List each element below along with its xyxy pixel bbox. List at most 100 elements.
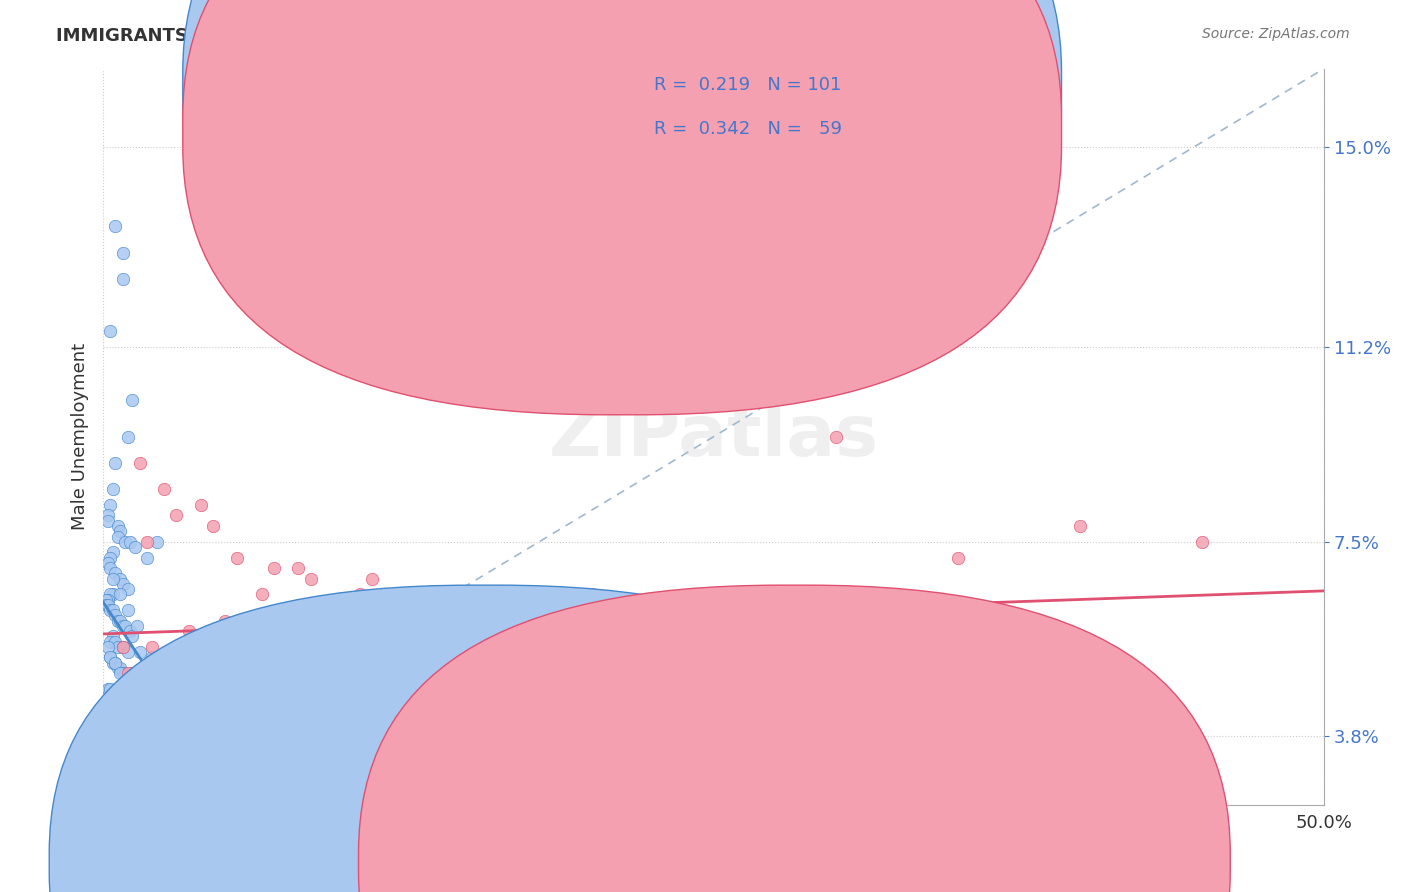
Point (104, 781, 127, 796)
Point (107, 719, 129, 733)
Point (104, 656, 127, 670)
Point (141, 772, 163, 786)
Point (107, 661, 129, 675)
Point (101, 656, 124, 670)
Point (104, 656, 127, 670)
Point (226, 624, 249, 639)
Point (111, 787, 134, 801)
Point (581, 587, 603, 601)
Point (117, 761, 139, 775)
Point (628, 692, 651, 706)
Point (946, 550, 969, 565)
Point (100, 777, 122, 791)
Point (124, 719, 146, 733)
Text: R =  0.219   N = 101: R = 0.219 N = 101 (654, 76, 841, 94)
Point (349, 692, 371, 706)
Point (146, 650, 169, 665)
Point (104, 719, 127, 733)
Point (118, 624, 141, 639)
Point (104, 608, 127, 623)
Point (257, 692, 280, 706)
Point (121, 629, 143, 643)
Point (409, 677, 432, 691)
Point (117, 666, 139, 681)
Point (110, 614, 132, 628)
Point (107, 614, 129, 628)
Point (101, 687, 124, 701)
Point (165, 508, 187, 523)
Point (100, 603, 122, 617)
Point (101, 745, 124, 759)
Point (299, 572, 322, 586)
Point (124, 540, 146, 554)
Point (107, 750, 129, 764)
Point (173, 666, 195, 681)
Text: R =  0.342   N =   59: R = 0.342 N = 59 (654, 120, 842, 138)
Point (117, 677, 139, 691)
Point (276, 656, 298, 670)
Point (118, 729, 141, 743)
Point (349, 587, 371, 601)
Point (128, 645, 150, 659)
Point (214, 692, 236, 706)
Point (100, 681, 122, 696)
Point (100, 550, 122, 565)
Point (434, 325, 457, 339)
Point (104, 456, 127, 470)
Point (110, 724, 132, 739)
Point (101, 545, 124, 559)
Point (110, 587, 132, 601)
Point (141, 677, 163, 691)
Point (97, 592, 120, 607)
Point (184, 640, 207, 654)
Point (323, 624, 346, 639)
Point (776, 640, 799, 654)
Point (97, 556, 120, 570)
Point (111, 272, 134, 286)
Point (110, 661, 132, 675)
Point (107, 640, 129, 654)
Point (202, 640, 225, 654)
Point (111, 756, 134, 770)
Point (107, 519, 129, 533)
Point (100, 650, 122, 665)
Point (703, 692, 725, 706)
Point (165, 666, 187, 681)
Point (209, 677, 232, 691)
Point (127, 619, 149, 633)
Point (118, 534, 141, 549)
Point (127, 677, 149, 691)
Point (101, 587, 124, 601)
Point (194, 640, 217, 654)
Point (177, 666, 200, 681)
Point (101, 482, 124, 496)
Point (100, 561, 122, 575)
Point (136, 550, 159, 565)
Point (104, 219, 127, 234)
Point (250, 640, 273, 654)
Point (128, 666, 150, 681)
Point (128, 708, 150, 723)
Point (153, 692, 176, 706)
Y-axis label: Male Unemployment: Male Unemployment (72, 343, 89, 530)
Point (1191, 534, 1213, 549)
Point (107, 529, 129, 543)
Point (111, 640, 134, 654)
Point (111, 619, 134, 633)
Text: Source: ZipAtlas.com: Source: ZipAtlas.com (1202, 27, 1350, 41)
Point (117, 698, 139, 712)
Point (117, 603, 139, 617)
Point (97, 508, 120, 523)
Point (97, 681, 120, 696)
Point (385, 603, 408, 617)
Point (114, 619, 136, 633)
Point (160, 656, 183, 670)
Point (121, 392, 143, 407)
Point (263, 677, 285, 691)
Point (131, 677, 153, 691)
Point (111, 640, 134, 654)
Point (101, 603, 124, 617)
Point (458, 692, 481, 706)
Point (1069, 519, 1091, 533)
Point (114, 666, 136, 681)
